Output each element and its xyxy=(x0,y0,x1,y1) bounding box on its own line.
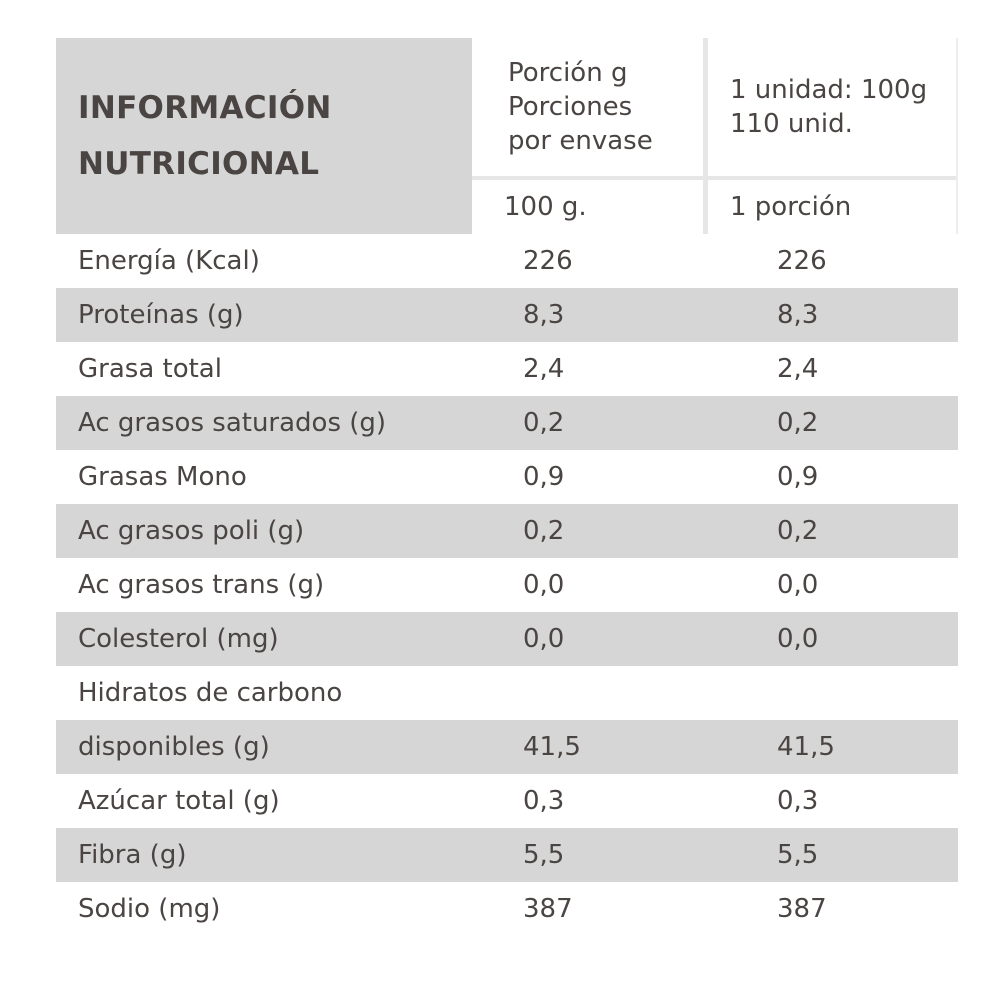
row-label: Proteínas (g) xyxy=(78,300,244,330)
row-label: Energía (Kcal) xyxy=(78,246,260,276)
row-value-100g: 0,2 xyxy=(523,516,565,546)
table-row: Sodio (mg) 387 387 xyxy=(56,882,958,936)
table-row: disponibles (g) 41,5 41,5 xyxy=(56,720,958,774)
title-line-2: NUTRICIONAL xyxy=(78,146,320,182)
row-label: Ac grasos poli (g) xyxy=(78,516,305,546)
row-value-porcion: 226 xyxy=(777,246,827,276)
header-porcion-cell: Porción g Porciones por envase xyxy=(476,38,703,176)
row-value-100g: 0,9 xyxy=(523,462,565,492)
table-row: Ac grasos saturados (g) 0,2 0,2 xyxy=(56,396,958,450)
row-value-100g: 2,4 xyxy=(523,354,565,384)
row-value-porcion: 8,3 xyxy=(777,300,819,330)
table-row: Colesterol (mg) 0,0 0,0 xyxy=(56,612,958,666)
title-line-1: INFORMACIÓN xyxy=(78,90,332,126)
row-value-100g: 5,5 xyxy=(523,840,565,870)
row-value-porcion: 0,2 xyxy=(777,516,819,546)
header-divider-vertical xyxy=(703,38,708,234)
table-header: INFORMACIÓN NUTRICIONAL Porción g Porcio… xyxy=(56,38,958,234)
row-label: Hidratos de carbono xyxy=(78,678,343,708)
row-label: Ac grasos saturados (g) xyxy=(78,408,387,438)
table-row: Ac grasos trans (g) 0,0 0,0 xyxy=(56,558,958,612)
header-divider-left xyxy=(472,38,476,234)
row-value-100g: 0,0 xyxy=(523,570,565,600)
row-value-porcion: 2,4 xyxy=(777,354,819,384)
row-value-porcion: 387 xyxy=(777,894,827,924)
table-row: Hidratos de carbono xyxy=(56,666,958,720)
row-label: Ac grasos trans (g) xyxy=(78,570,325,600)
header-porcion-line-1: Porción g xyxy=(508,58,628,88)
header-unidad-line-1: 1 unidad: 100g xyxy=(730,75,928,105)
table-row: Grasa total 2,4 2,4 xyxy=(56,342,958,396)
row-label: Sodio (mg) xyxy=(78,894,221,924)
table-row: Energía (Kcal) 226 226 xyxy=(56,234,958,288)
table-row: Proteínas (g) 8,3 8,3 xyxy=(56,288,958,342)
row-label: Fibra (g) xyxy=(78,840,187,870)
table-row: Grasas Mono 0,9 0,9 xyxy=(56,450,958,504)
header-col2: 1 porción xyxy=(708,180,958,234)
row-value-porcion: 0,2 xyxy=(777,408,819,438)
row-label: Azúcar total (g) xyxy=(78,786,280,816)
row-value-100g: 0,0 xyxy=(523,624,565,654)
header-unidad-cell: 1 unidad: 100g 110 unid. xyxy=(708,38,958,176)
table-body: Energía (Kcal) 226 226 Proteínas (g) 8,3… xyxy=(56,234,958,936)
row-label: disponibles (g) xyxy=(78,732,270,762)
table-row: Ac grasos poli (g) 0,2 0,2 xyxy=(56,504,958,558)
row-value-porcion: 0,0 xyxy=(777,624,819,654)
header-col1: 100 g. xyxy=(476,180,703,234)
row-value-porcion: 0,3 xyxy=(777,786,819,816)
row-value-100g: 226 xyxy=(523,246,573,276)
header-divider-right xyxy=(956,38,958,234)
row-label: Grasas Mono xyxy=(78,462,247,492)
table-row: Fibra (g) 5,5 5,5 xyxy=(56,828,958,882)
row-value-100g: 0,2 xyxy=(523,408,565,438)
row-value-100g: 0,3 xyxy=(523,786,565,816)
header-divider-horizontal xyxy=(472,176,958,180)
nutrition-table: INFORMACIÓN NUTRICIONAL Porción g Porcio… xyxy=(56,38,958,936)
header-porcion-line-2: Porciones xyxy=(508,92,633,122)
row-value-porcion: 41,5 xyxy=(777,732,835,762)
table-row: Azúcar total (g) 0,3 0,3 xyxy=(56,774,958,828)
row-value-porcion: 0,0 xyxy=(777,570,819,600)
row-value-100g: 8,3 xyxy=(523,300,565,330)
row-value-porcion: 0,9 xyxy=(777,462,819,492)
header-unidad-line-2: 110 unid. xyxy=(730,109,853,139)
row-label: Colesterol (mg) xyxy=(78,624,279,654)
row-value-100g: 41,5 xyxy=(523,732,581,762)
row-value-100g: 387 xyxy=(523,894,573,924)
row-label: Grasa total xyxy=(78,354,222,384)
table-title: INFORMACIÓN NUTRICIONAL xyxy=(56,38,472,234)
header-porcion-line-3: por envase xyxy=(508,126,653,156)
row-value-porcion: 5,5 xyxy=(777,840,819,870)
